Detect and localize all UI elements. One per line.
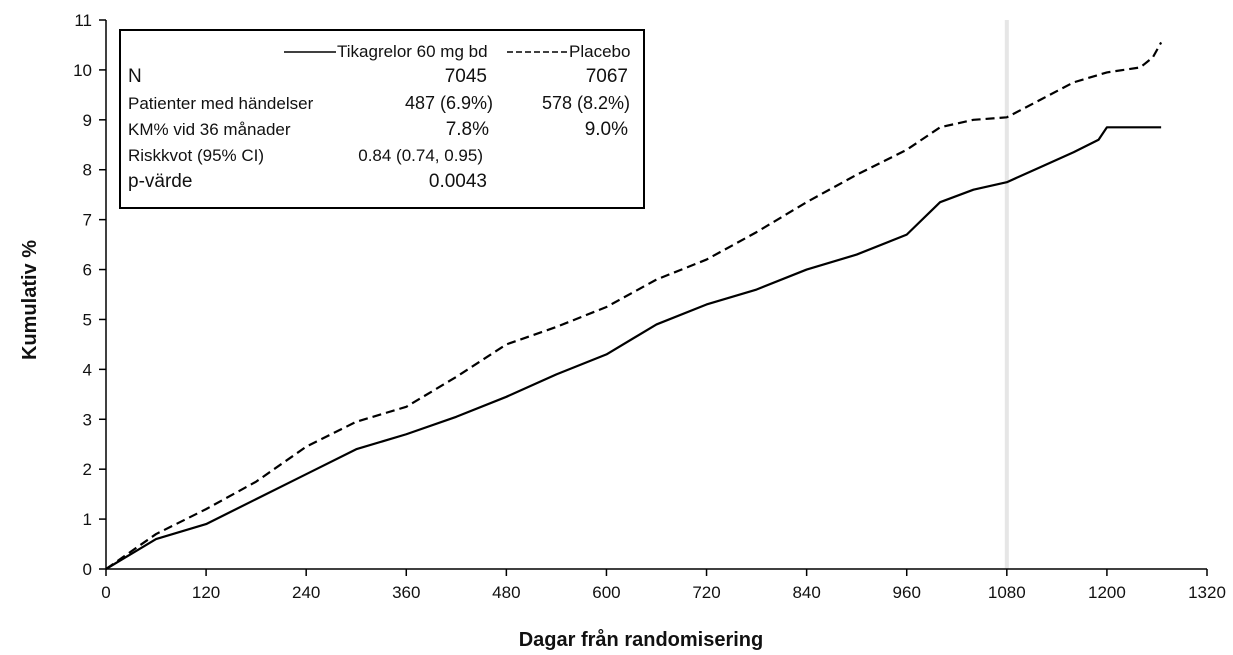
- y-tick-label: 4: [83, 360, 92, 379]
- x-tick-label: 1200: [1088, 583, 1126, 602]
- x-tick-label: 1320: [1188, 583, 1226, 602]
- series-line-placebo: [105, 41, 1163, 570]
- x-tick-label: 960: [893, 583, 921, 602]
- series-line-tikagrelor-60-mg-bd: [105, 126, 1162, 570]
- x-tick-label: 840: [792, 583, 820, 602]
- legend-row-label: Riskkvot (95% CI): [128, 146, 264, 165]
- y-tick-label: 10: [73, 61, 92, 80]
- legend-row-value: 0.84 (0.74, 0.95): [358, 146, 483, 165]
- y-tick-label: 6: [83, 261, 92, 280]
- legend-row-label: N: [128, 66, 142, 87]
- legend-series-tikagrelor: Tikagrelor 60 mg bd: [337, 42, 488, 61]
- axes: 0 1 2 3 4 5 6 7 8 9 10 11 0 120 240 360 480 600 720 840 960 1…: [73, 11, 1226, 602]
- series-layer: [105, 41, 1163, 570]
- x-tick-label: 480: [492, 583, 520, 602]
- x-axis-title: Dagar från randomisering: [519, 628, 764, 651]
- legend-series-placebo: Placebo: [569, 42, 630, 61]
- legend-row-label: Patienter med händelser: [128, 94, 314, 113]
- x-tick-label: 1080: [988, 583, 1026, 602]
- legend-row-label: KM% vid 36 månader: [128, 120, 291, 139]
- y-tick-label: 1: [83, 510, 92, 529]
- y-tick-label: 9: [83, 111, 92, 130]
- y-tick-label: 7: [83, 211, 92, 230]
- x-tick-label: 720: [692, 583, 720, 602]
- y-tick-label: 2: [83, 460, 92, 479]
- x-tick-label: 120: [192, 583, 220, 602]
- y-tick-label: 11: [74, 11, 92, 30]
- legend-row-value: 487 (6.9%): [405, 93, 493, 113]
- x-tick-label: 600: [592, 583, 620, 602]
- legend-row-label: p-värde: [128, 171, 192, 192]
- y-tick-label: 5: [83, 310, 92, 329]
- legend-box: Tikagrelor 60 mg bd Placebo N 7045 7067 …: [119, 29, 645, 209]
- y-tick-label: 0: [83, 560, 92, 579]
- y-tick-label: 3: [83, 410, 92, 429]
- x-tick-label: 0: [101, 583, 110, 602]
- legend-row-value: 7067: [586, 66, 628, 87]
- legend-row-value: 578 (8.2%): [542, 93, 630, 113]
- legend-row-value: 7045: [445, 66, 487, 87]
- legend-row-value: 0.0043: [429, 171, 487, 192]
- x-tick-label: 360: [392, 583, 420, 602]
- legend-row-value: 9.0%: [585, 119, 628, 140]
- y-tick-label: 8: [83, 161, 92, 180]
- y-axis-title: Kumulativ %: [19, 240, 41, 360]
- x-tick-label: 240: [292, 583, 320, 602]
- legend-row-value: 7.8%: [446, 119, 489, 140]
